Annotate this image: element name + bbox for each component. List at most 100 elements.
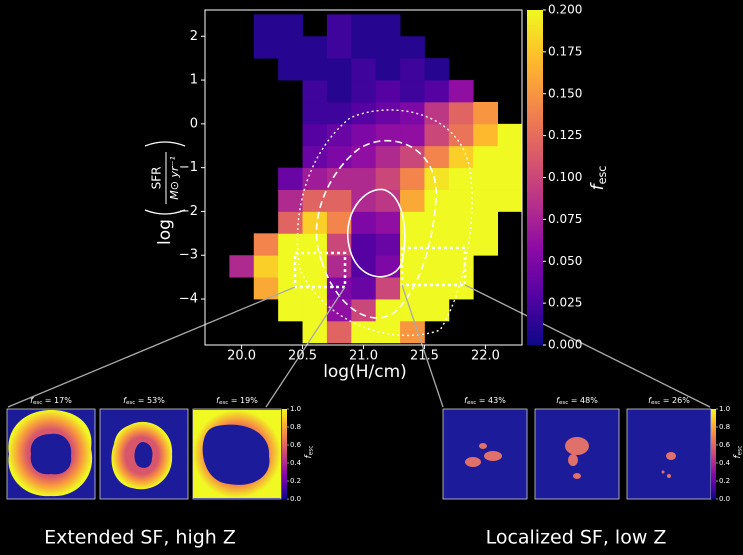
label-sub: esc	[737, 445, 743, 455]
inset-colorbar-tick-label: 1.0	[290, 405, 301, 413]
colorbar	[527, 10, 543, 345]
heatmap-cell	[278, 14, 303, 36]
heatmap-cell	[351, 58, 376, 80]
heatmap-cell	[473, 211, 498, 233]
label-sub: esc	[308, 445, 314, 455]
inset-colorbar-tick-label: 0.6	[719, 441, 731, 449]
heatmap-cell	[376, 255, 401, 277]
heatmap-cell	[351, 168, 376, 190]
heatmap-cell	[449, 124, 474, 146]
heatmap-cell	[327, 168, 352, 190]
inset-colorbar-tick-label: 1.0	[719, 405, 730, 413]
heatmap-cell	[254, 255, 279, 277]
inset-hole	[135, 442, 153, 468]
heatmap-cell	[400, 58, 425, 80]
heatmap-cell	[278, 299, 303, 321]
inset-colorbar	[711, 409, 716, 499]
inset-value: = 19%	[228, 396, 258, 405]
heatmap-cell	[327, 14, 352, 36]
y-tick-label: −3	[179, 248, 198, 263]
x-tick-label: 22.0	[471, 349, 500, 364]
heatmap-cell	[473, 102, 498, 124]
heatmap-cell	[400, 80, 425, 102]
label-sub: esc	[467, 400, 476, 406]
heatmap-cell	[424, 168, 449, 190]
heatmap-cell	[327, 102, 352, 124]
inset-colorbar-tick-label: 0.2	[719, 477, 730, 485]
heatmap-cell	[376, 58, 401, 80]
y-label-numerator: SFR	[150, 167, 164, 190]
heatmap-cell	[327, 80, 352, 102]
heatmap-cell	[424, 299, 449, 321]
heatmap-cell	[449, 255, 474, 277]
heatmap-cell	[473, 190, 498, 212]
inset-hole	[31, 434, 72, 475]
heatmap-cell	[449, 80, 474, 102]
heatmap-cell	[400, 190, 425, 212]
inset-colorbar-tick-label: 0.8	[290, 423, 301, 431]
heatmap-cell	[327, 255, 352, 277]
heatmap-cell	[424, 80, 449, 102]
heatmap-cell	[351, 124, 376, 146]
figure: log(H/cm) log SFR M⊙ yr⁻¹ fesc = 17%fesc…	[0, 0, 743, 555]
inset-panel: fesc = 26%	[627, 396, 711, 500]
heatmap-cell	[278, 233, 303, 255]
caption: Extended SF, high Z	[44, 527, 236, 549]
caption: Localized SF, low Z	[486, 527, 667, 549]
heatmap-cell	[449, 190, 474, 212]
heatmap-cell	[278, 190, 303, 212]
heatmap-cell	[376, 124, 401, 146]
inset-value: = 17%	[42, 396, 72, 405]
inset-colorbar-tick-label: 0.8	[719, 423, 730, 431]
inset-colorbar-tick-label: 0.2	[290, 477, 301, 485]
heatmap-cell	[376, 14, 401, 36]
inset-emission	[479, 443, 487, 449]
heatmap-cell	[278, 58, 303, 80]
heatmap-cell	[424, 124, 449, 146]
inset-colorbar-tick-label: 0.4	[290, 459, 302, 467]
x-axis-label: log(H/cm)	[323, 362, 407, 382]
heatmap-cell	[303, 102, 328, 124]
colorbar-tick-label: 0.150	[548, 86, 582, 100]
heatmap-cell	[351, 277, 376, 299]
heatmap-cell	[303, 58, 328, 80]
y-tick-label: 1	[190, 73, 198, 88]
inset-panel: fesc = 17%	[7, 396, 95, 500]
inset-emission	[484, 451, 502, 461]
heatmap-cell	[424, 211, 449, 233]
inset-panel: fesc = 53%	[100, 396, 188, 500]
heatmap-cell	[327, 321, 352, 343]
heatmap-cell	[498, 168, 523, 190]
heatmap-cell	[303, 299, 328, 321]
heatmap-cell	[376, 80, 401, 102]
colorbar-tick-label: 0.075	[548, 212, 582, 226]
heatmap-cell	[424, 255, 449, 277]
heatmap-cell	[327, 299, 352, 321]
heatmap-cell	[376, 36, 401, 58]
y-tick-label: 0	[190, 116, 198, 131]
heatmap-cell	[498, 124, 523, 146]
y-tick-label: −2	[179, 204, 198, 219]
heatmap-cell	[254, 36, 279, 58]
heatmap-cell	[303, 124, 328, 146]
heatmap-cell	[351, 80, 376, 102]
y-label-prefix: log	[155, 219, 175, 245]
inset-emission	[666, 452, 676, 460]
y-tick-label: 2	[190, 29, 198, 44]
heatmap-cell	[327, 146, 352, 168]
x-tick-label: 21.0	[349, 349, 378, 364]
inset-emission	[565, 437, 589, 455]
heatmap-cell	[498, 146, 523, 168]
heatmap-cell	[449, 233, 474, 255]
heatmap-cell	[400, 146, 425, 168]
heatmap-cell	[449, 146, 474, 168]
heatmap-cell	[278, 36, 303, 58]
inset-colorbar	[282, 409, 287, 499]
inset-hole	[203, 425, 270, 485]
inset-value: = 53%	[135, 396, 165, 405]
heatmap-cell	[424, 233, 449, 255]
inset-panel: fesc = 19%	[193, 396, 281, 500]
inset-value: = 26%	[660, 396, 690, 405]
label-sub: esc	[596, 166, 609, 185]
heatmap-cell	[254, 14, 279, 36]
